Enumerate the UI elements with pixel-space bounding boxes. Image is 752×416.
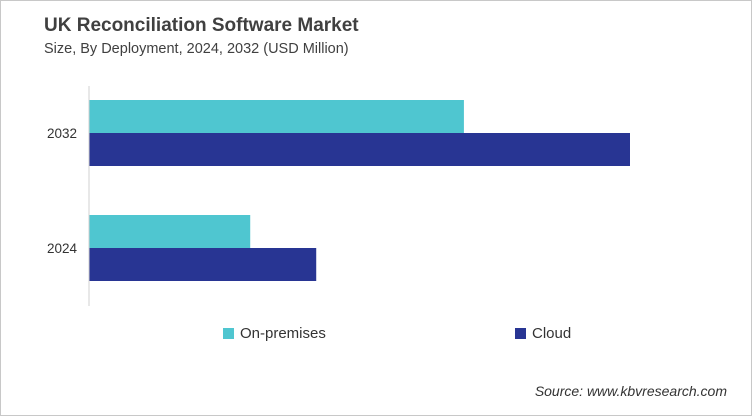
legend-swatch-cloud	[515, 328, 526, 339]
legend-item-cloud: Cloud	[515, 325, 571, 342]
source-note: Source: www.kbvresearch.com	[534, 383, 727, 399]
bar-2032-cloud	[89, 133, 630, 166]
chart-title: UK Reconciliation Software Market	[44, 15, 359, 36]
legend-label: On-premises	[240, 325, 326, 342]
chart-subtitle: Size, By Deployment, 2024, 2032 (USD Mil…	[44, 41, 349, 57]
legend-item-on-premises: On-premises	[223, 325, 326, 342]
y-tick-label: 2032	[47, 126, 77, 141]
y-tick-label: 2024	[47, 241, 78, 256]
legend-swatch-on-premises	[223, 328, 234, 339]
bar-2024-cloud	[89, 248, 317, 281]
bar-2032-on-premises	[89, 100, 464, 133]
bar-2024-on-premises	[89, 215, 251, 248]
legend-label: Cloud	[532, 325, 572, 342]
